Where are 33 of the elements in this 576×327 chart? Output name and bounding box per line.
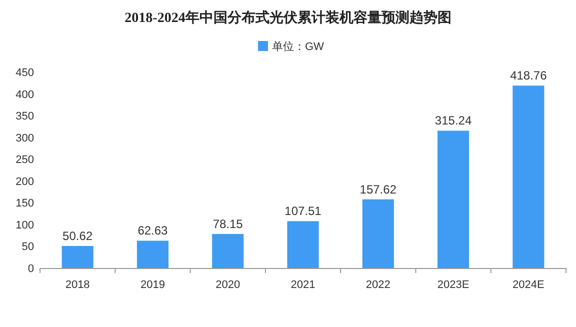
bar <box>438 130 470 268</box>
bar <box>62 246 94 268</box>
data-label: 50.62 <box>62 228 93 243</box>
y-tick-label: 200 <box>16 176 34 188</box>
x-tick-label: 2022 <box>366 279 390 291</box>
y-tick-label: 250 <box>16 154 34 166</box>
bar <box>512 86 544 268</box>
y-tick-label: 400 <box>16 88 34 101</box>
bar <box>212 234 244 268</box>
y-tick-label: 450 <box>16 67 34 79</box>
data-label: 315.24 <box>434 114 472 128</box>
x-tick-label: 2019 <box>140 279 165 291</box>
x-tick-label: 2024E <box>512 279 544 291</box>
data-label: 107.51 <box>284 204 322 218</box>
y-tick-label: 150 <box>16 198 34 210</box>
data-label: 78.15 <box>212 216 244 231</box>
bar <box>362 199 394 268</box>
y-tick-label: 100 <box>16 219 34 232</box>
bar <box>136 240 168 268</box>
chart-title: 2018-2024年中国分布式光伏累计装机容量预测趋势图 <box>124 9 452 26</box>
x-tick-label: 2018 <box>65 279 90 291</box>
y-tick-label: 50 <box>22 241 34 254</box>
data-label: 62.63 <box>138 224 168 238</box>
x-tick-label: 2021 <box>290 279 316 291</box>
y-tick-label: 350 <box>16 110 34 123</box>
data-label: 157.62 <box>360 182 397 196</box>
x-tick-label: 2023E <box>437 279 470 291</box>
legend-label: 单位：GW <box>272 40 325 53</box>
x-tick-label: 2020 <box>216 279 240 291</box>
data-label: 418.76 <box>510 68 548 83</box>
y-tick-label: 300 <box>16 132 34 144</box>
bar <box>287 221 319 268</box>
y-tick-label: 0 <box>28 263 34 275</box>
